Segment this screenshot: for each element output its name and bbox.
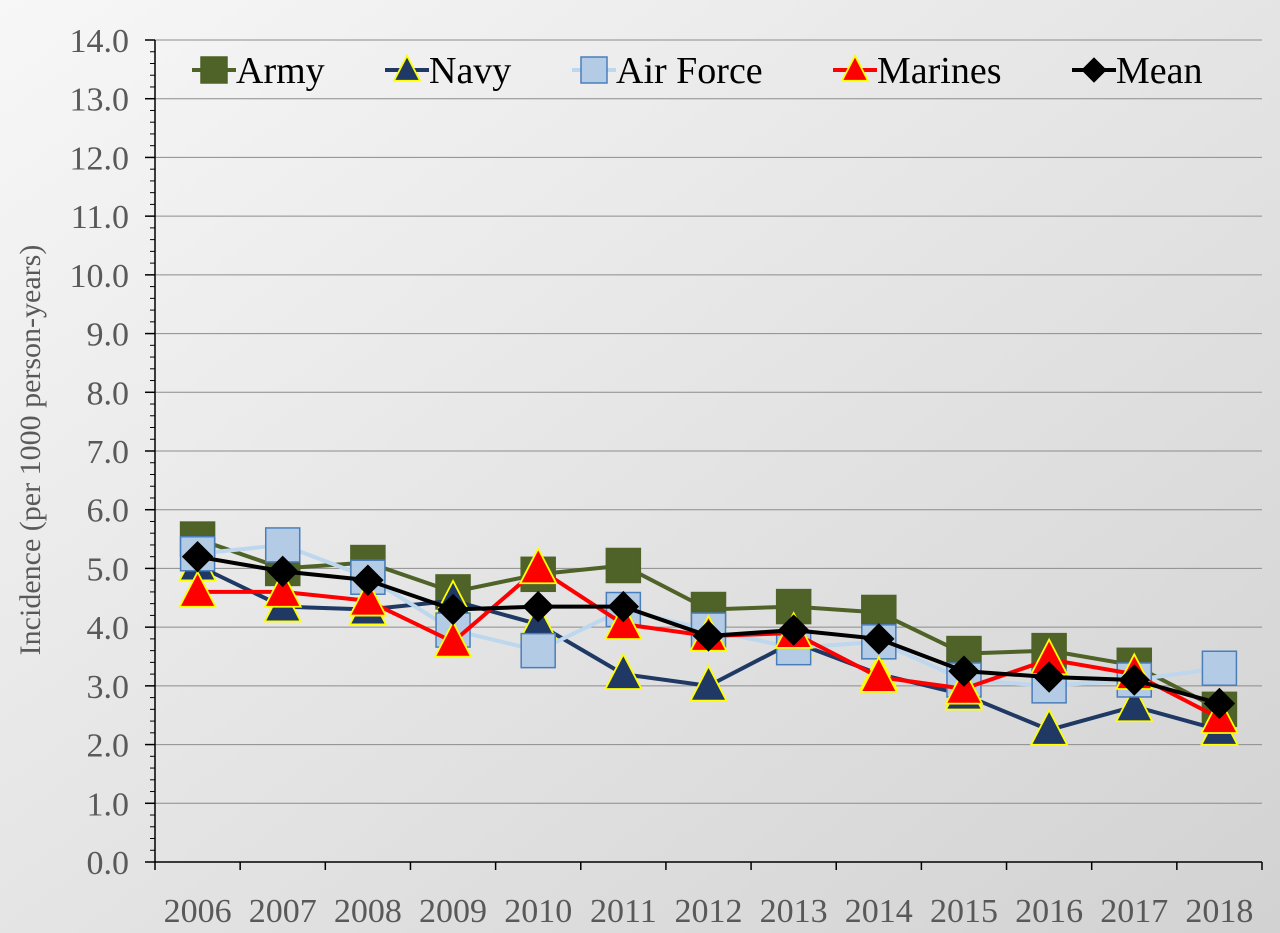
y-tick-label: 11.0 (71, 199, 129, 236)
x-tick-label: 2009 (419, 893, 487, 930)
data-point-mean (863, 623, 895, 655)
y-tick-label: 2.0 (87, 728, 130, 765)
x-tick-label: 2015 (930, 893, 998, 930)
x-tick-label: 2016 (1015, 893, 1083, 930)
y-tick-label: 0.0 (87, 845, 130, 882)
y-tick-label: 12.0 (70, 140, 130, 177)
legend-item-army: Army (192, 50, 325, 92)
data-point-navy (1029, 708, 1069, 746)
x-tick-label: 2006 (164, 893, 232, 930)
y-tick-label: 4.0 (87, 610, 130, 647)
data-point-marines (263, 570, 303, 608)
data-point-marines (178, 570, 218, 608)
data-point-marines (518, 546, 558, 585)
legend-label-mean: Mean (1116, 50, 1203, 92)
x-axis-ticks: 2006 2007 2008 2009 2010 2011 2012 2013 2014 2015… (154, 862, 1263, 930)
series-mean (181, 540, 1236, 720)
data-point-army (605, 547, 642, 584)
x-tick-label: 2011 (590, 893, 657, 930)
legend-label-air-force: Air Force (616, 50, 763, 92)
data-point-navy (603, 652, 643, 690)
legend-item-air-force: Air Force (572, 50, 763, 92)
legend-marker-mean (1081, 57, 1107, 83)
x-tick-label: 2010 (504, 893, 572, 930)
data-point-navy (689, 664, 728, 702)
x-tick-label: 2008 (334, 893, 402, 930)
data-point-mean (948, 655, 980, 687)
legend-label-marines: Marines (877, 50, 1002, 92)
data-point-mean (607, 590, 640, 623)
data-point-marines (433, 620, 473, 658)
data-point-mean (437, 593, 469, 626)
legend-item-mean: Mean (1072, 50, 1203, 92)
y-tick-label: 13.0 (70, 82, 130, 119)
x-tick-label: 2012 (675, 893, 743, 930)
data-point-mean (352, 564, 384, 596)
series-group (178, 521, 1239, 746)
y-tick-label: 14.0 (70, 23, 130, 60)
y-axis-ticks: 0.0 1.0 2.0 3.0 4.0 5.0 6.0 7.0 8.0 9.0 10.0 11.0 12… (70, 23, 155, 882)
data-point-mean (777, 614, 810, 646)
data-point-mean (692, 620, 725, 652)
data-point-mean (267, 555, 299, 588)
data-point-navy (1114, 684, 1154, 723)
data-point-mean (1203, 687, 1236, 720)
data-point-mean (1033, 661, 1065, 693)
data-point-mean (181, 540, 214, 573)
x-tick-label: 2014 (845, 893, 913, 930)
y-tick-label: 1.0 (87, 786, 130, 823)
gridlines (155, 39, 1262, 804)
legend-item-navy: Navy (385, 50, 511, 92)
x-tick-label: 2018 (1185, 893, 1253, 930)
legend: Army Navy Air Force Marines Mean (192, 50, 1203, 92)
data-point-mean (522, 590, 554, 623)
legend-marker-army (200, 56, 228, 84)
x-tick-label: 2013 (760, 893, 828, 930)
data-point-marines (348, 578, 388, 617)
legend-item-marines: Marines (833, 50, 1002, 92)
legend-marker-air-force (580, 56, 608, 84)
data-point-marines (859, 655, 899, 693)
y-tick-label: 8.0 (87, 375, 130, 412)
data-point-mean (1118, 664, 1150, 696)
y-tick-label: 6.0 (87, 493, 130, 530)
y-tick-label: 9.0 (87, 317, 130, 354)
legend-label-navy: Navy (429, 50, 511, 92)
y-axis-title: Incidence (per 1000 person-years) (14, 245, 47, 656)
y-tick-label: 3.0 (87, 669, 130, 706)
data-point-air-force (520, 632, 556, 669)
legend-marker-navy (392, 53, 422, 82)
x-tick-label: 2007 (249, 893, 317, 930)
x-tick-label: 2017 (1100, 893, 1168, 930)
data-point-air-force (1201, 650, 1238, 686)
y-tick-label: 7.0 (87, 434, 130, 471)
y-tick-label: 5.0 (87, 551, 130, 588)
legend-marker-marines (840, 53, 870, 82)
y-tick-label: 10.0 (70, 258, 130, 295)
legend-label-army: Army (236, 50, 325, 92)
